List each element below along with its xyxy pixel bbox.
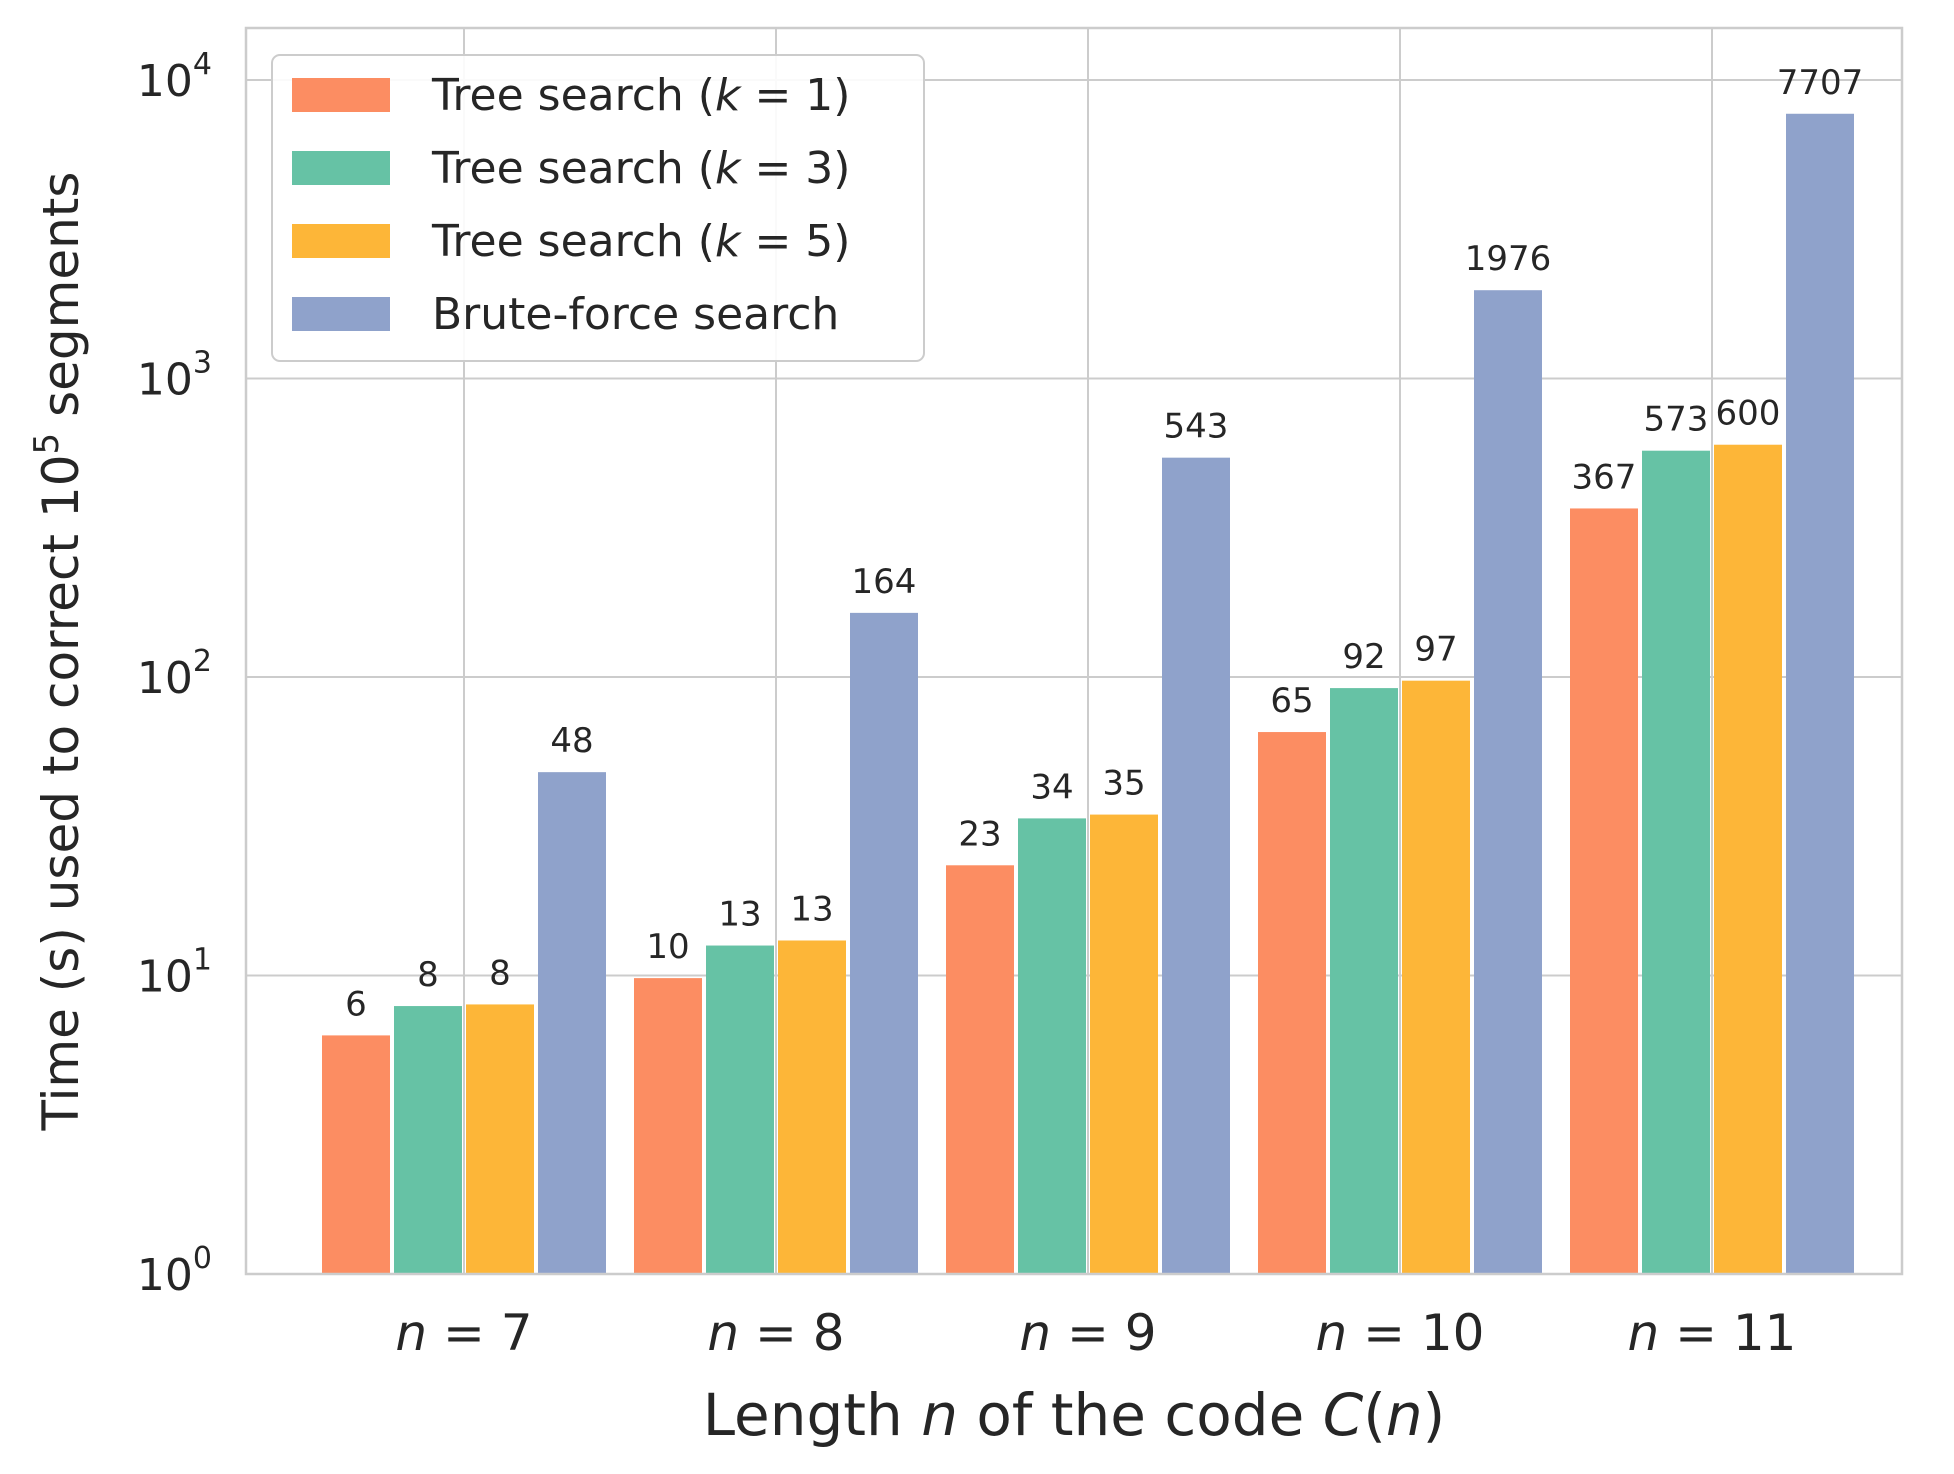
data-label: 48 — [550, 721, 593, 761]
bar — [1474, 290, 1542, 1274]
data-label: 573 — [1644, 400, 1709, 440]
x-tick-label: n = 10 — [1315, 1304, 1484, 1362]
legend-box — [271, 54, 925, 362]
legend-label: Tree search (k = 3) — [431, 143, 850, 194]
data-label: 23 — [958, 814, 1001, 854]
y-tick-label: 101 — [137, 943, 212, 1003]
bar — [1162, 457, 1230, 1275]
legend-label: Tree search (k = 1) — [431, 70, 850, 121]
data-label: 6 — [345, 984, 367, 1024]
data-label: 35 — [1102, 764, 1145, 804]
data-label: 7707 — [1777, 63, 1864, 103]
data-label: 1976 — [1465, 239, 1552, 279]
bar — [1570, 508, 1638, 1275]
bar — [1090, 814, 1158, 1274]
legend-label: Tree search (k = 5) — [431, 216, 850, 267]
data-label: 367 — [1572, 457, 1637, 497]
x-tick-label: n = 7 — [395, 1304, 532, 1362]
y-tick-label: 100 — [137, 1241, 212, 1301]
data-label: 92 — [1342, 637, 1385, 677]
legend-swatch — [292, 151, 390, 185]
bar — [1642, 450, 1710, 1274]
bar — [1330, 688, 1398, 1274]
data-label: 164 — [852, 562, 917, 602]
data-label: 600 — [1716, 394, 1781, 434]
data-label: 543 — [1164, 407, 1229, 447]
bar — [1258, 732, 1326, 1274]
bar — [850, 612, 918, 1274]
bar — [634, 978, 702, 1274]
bar — [1714, 444, 1782, 1274]
bar — [1786, 113, 1854, 1274]
y-tick-label: 102 — [137, 644, 212, 704]
x-tick-label: n = 8 — [707, 1304, 844, 1362]
legend-swatch — [292, 78, 390, 112]
data-label: 8 — [417, 955, 439, 995]
y-tick-label: 104 — [137, 47, 212, 107]
data-label: 8 — [489, 953, 511, 993]
y-tick-labels: 100 101 102 103 104 — [137, 47, 212, 1301]
bar — [394, 1006, 462, 1274]
bar — [538, 772, 606, 1274]
legend-swatch — [292, 224, 390, 258]
x-tick-labels: n = 7 n = 8 n = 9 n = 10 n = 11 — [395, 1304, 1796, 1362]
data-label: 13 — [718, 895, 761, 935]
bar — [322, 1035, 390, 1274]
x-tick-label: n = 9 — [1019, 1304, 1156, 1362]
data-label: 97 — [1414, 630, 1457, 670]
data-label: 34 — [1030, 767, 1073, 807]
bar — [946, 865, 1014, 1274]
legend-label: Brute-force search — [432, 289, 839, 340]
bar — [706, 945, 774, 1274]
data-label: 10 — [646, 927, 689, 967]
bar — [1402, 680, 1470, 1274]
data-label: 65 — [1270, 681, 1313, 721]
data-label: 13 — [790, 889, 833, 929]
data-labels: 6 10 23 65 367 8 13 34 92 573 8 13 35 97 600 48 164 543 19… — [345, 63, 1863, 1025]
legend: Tree search (k = 1) Tree search (k = 3) Tr… — [271, 54, 925, 362]
bars — [322, 113, 1854, 1275]
bar — [466, 1004, 534, 1274]
x-axis-title: Length n of the code C(n) — [703, 1381, 1446, 1449]
x-tick-label: n = 11 — [1627, 1304, 1796, 1362]
bar — [778, 940, 846, 1274]
axes-frame — [244, 26, 1904, 1276]
y-tick-label: 103 — [137, 346, 212, 406]
bar — [1018, 818, 1086, 1274]
legend-swatch — [292, 297, 390, 331]
y-axis-title: Time (s) used to correct 105 segments — [27, 172, 90, 1132]
